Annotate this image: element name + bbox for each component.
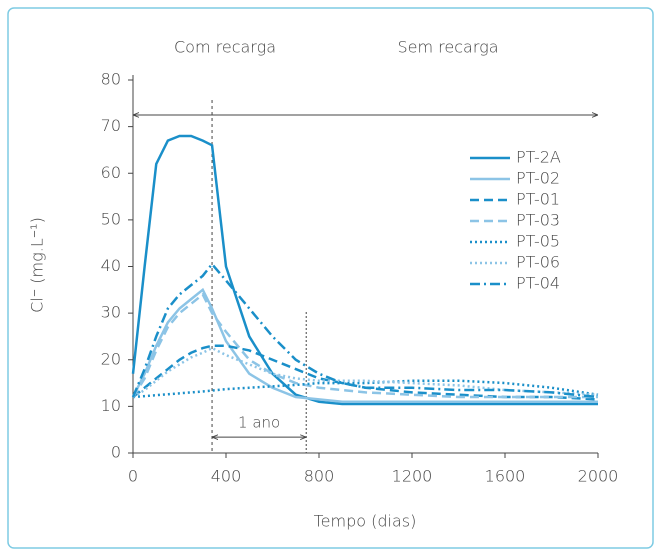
x-axis-title: Tempo (dias): [314, 512, 417, 531]
x-tick-label: 0: [128, 467, 138, 486]
y-tick-label: 70: [101, 116, 121, 135]
x-tick-label: 400: [211, 467, 242, 486]
x-tick-label: 800: [304, 467, 335, 486]
period-label: Com recarga: [174, 38, 276, 57]
y-tick-label: 0: [111, 443, 121, 462]
x-tick-label: 2000: [578, 467, 619, 486]
frame: [7, 7, 654, 549]
series-line: [131, 262, 599, 399]
y-tick-label: 10: [101, 396, 121, 415]
legend-label: PT-05: [516, 232, 560, 251]
period-label: Sem recarga: [397, 38, 498, 57]
legend-label: PT-04: [516, 274, 560, 293]
x-tick-label: 1600: [485, 467, 526, 486]
span-label: 1 ano: [238, 414, 280, 432]
y-tick-label: 30: [101, 303, 121, 322]
y-tick-label: 20: [101, 349, 121, 368]
x-tick-label: 1200: [392, 467, 433, 486]
legend-label: PT-01: [516, 190, 560, 209]
y-axis-title: Cl⁻ (mg.L⁻¹): [28, 217, 47, 313]
series-line: [131, 287, 598, 403]
legend-label: PT-06: [516, 253, 560, 272]
y-tick-label: 80: [101, 70, 121, 89]
y-tick-label: 60: [101, 163, 121, 182]
y-tick-label: 50: [101, 209, 121, 228]
legend-label: PT-02: [516, 169, 560, 188]
series-line: [132, 344, 599, 401]
series-line: [131, 292, 598, 399]
legend-label: PT-2A: [516, 148, 561, 167]
legend-label: PT-03: [516, 211, 560, 230]
y-tick-label: 40: [101, 256, 121, 275]
series-line: [132, 379, 599, 399]
series-line: [132, 346, 599, 399]
